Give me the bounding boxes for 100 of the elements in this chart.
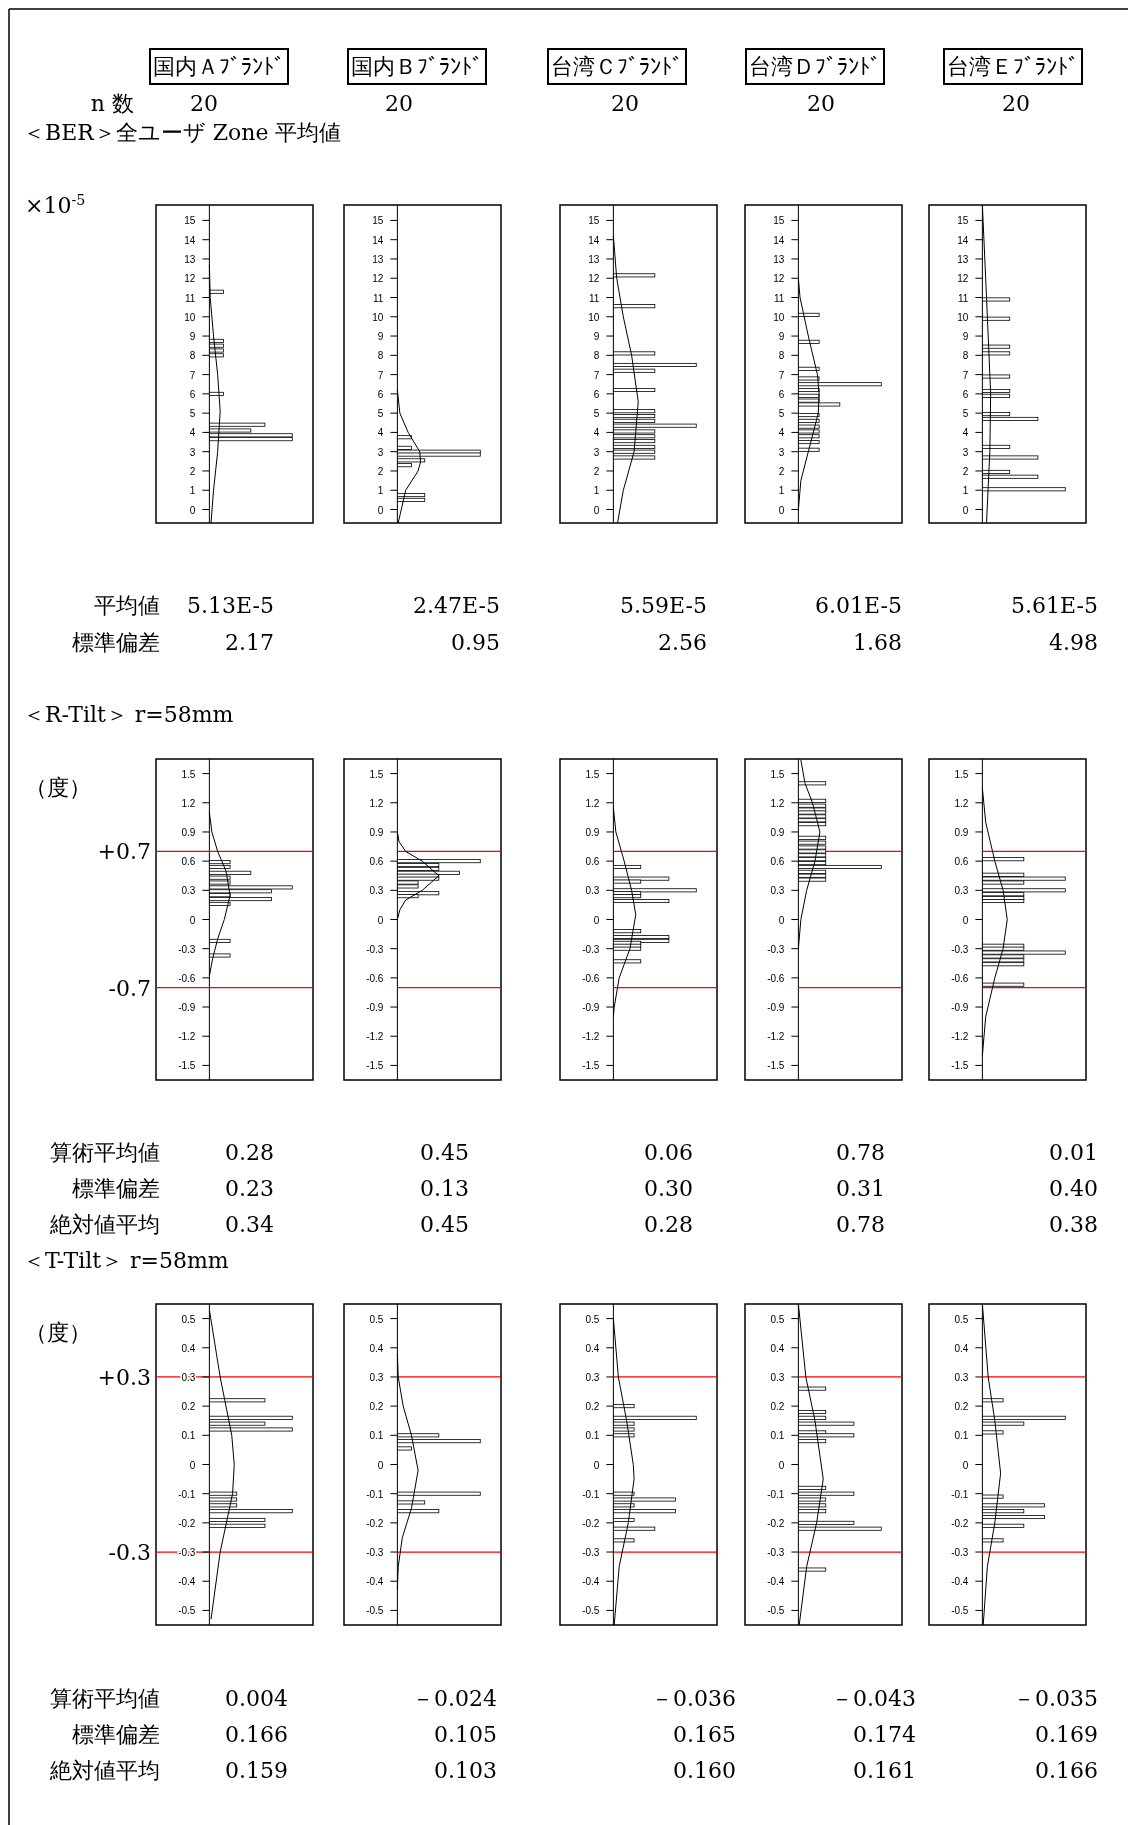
ytick: 11 — [589, 292, 600, 304]
ytick: 12 — [773, 273, 785, 285]
ytick: -0.6 — [951, 972, 969, 984]
text: 0.28 — [644, 1212, 693, 1237]
ytick: 0.6 — [369, 856, 384, 868]
ytick: -0.5 — [178, 1605, 196, 1617]
category-label: 算術平均値 — [50, 1686, 160, 1711]
ytick: 0.1 — [369, 1430, 384, 1442]
ytick: 4 — [593, 427, 600, 439]
text: 0.30 — [644, 1176, 693, 1201]
ytick: -0.6 — [767, 972, 785, 984]
ytick: 5 — [778, 408, 785, 420]
ytick: -1.5 — [767, 1060, 785, 1072]
ytick: 0.5 — [181, 1313, 196, 1325]
ytick: -0.4 — [366, 1576, 384, 1588]
ytick: 0.4 — [954, 1342, 969, 1354]
ytick: 1 — [962, 485, 969, 497]
ytick: 8 — [189, 350, 196, 362]
ytick: 0.1 — [181, 1430, 196, 1442]
text: 0.004 — [225, 1686, 288, 1711]
ytick: 13 — [588, 253, 600, 265]
ytick: 0.9 — [181, 826, 196, 838]
text: 20 — [611, 91, 639, 116]
ytick: 0 — [593, 504, 600, 516]
ytick: 14 — [957, 234, 969, 246]
ytick: 0 — [593, 1459, 600, 1471]
ytick: 6 — [962, 388, 969, 400]
ytick: 15 — [588, 215, 600, 227]
ytick: -0.3 — [178, 943, 196, 955]
ytick: -0.5 — [366, 1605, 384, 1617]
ytick: 15 — [184, 215, 196, 227]
ytick: 12 — [957, 273, 969, 285]
text: 0.23 — [225, 1176, 274, 1201]
ytick: 0.1 — [954, 1430, 969, 1442]
chart-title: ＜BER＞全ユーザ Zone 平均値 — [23, 120, 342, 145]
ytick: -0.9 — [951, 1002, 969, 1014]
ytick: 9 — [189, 331, 196, 343]
ytick: 14 — [184, 234, 196, 246]
text: 20 — [807, 91, 835, 116]
ytick: 2 — [189, 465, 196, 477]
ref-line-label: -0.7 — [108, 975, 151, 1001]
ytick: 7 — [189, 369, 196, 381]
ytick: 0.3 — [585, 1371, 600, 1383]
ytick: 0 — [189, 504, 196, 516]
ytick: -0.2 — [951, 1517, 969, 1529]
ytick: 0.4 — [181, 1342, 196, 1354]
ytick: -0.5 — [582, 1605, 600, 1617]
ytick: 0.9 — [954, 826, 969, 838]
ytick: 5 — [593, 408, 600, 420]
category-label: 標準偏差 — [72, 630, 160, 655]
ytick: -1.5 — [951, 1060, 969, 1072]
text: 6.01E-5 — [815, 593, 902, 618]
text: －0.024 — [412, 1686, 497, 1711]
ytick: 1.2 — [770, 797, 785, 809]
ytick: 4 — [377, 427, 384, 439]
text: 0.45 — [420, 1140, 469, 1165]
ytick: -0.9 — [767, 1002, 785, 1014]
ytick: 0.5 — [770, 1313, 785, 1325]
category-label: n 数 — [90, 91, 134, 116]
brand: 台湾Ｃﾌﾞﾗﾝﾄﾞ — [551, 54, 683, 79]
ytick: -0.3 — [767, 1547, 785, 1559]
ytick: -0.1 — [951, 1488, 969, 1500]
ytick: 0.3 — [369, 885, 384, 897]
text: 0.38 — [1049, 1212, 1098, 1237]
ytick: 10 — [773, 311, 785, 323]
ytick: 11 — [958, 292, 969, 304]
ytick: 3 — [189, 446, 196, 458]
ref-line-label: +0.7 — [97, 839, 151, 865]
ytick: -0.3 — [951, 1547, 969, 1559]
ytick: -0.4 — [582, 1576, 600, 1588]
ytick: -0.9 — [178, 1002, 196, 1014]
category-label: 算術平均値 — [50, 1140, 160, 1165]
category-label: 標準偏差 — [72, 1722, 160, 1747]
ytick: 8 — [593, 350, 600, 362]
text: 0.169 — [1035, 1722, 1098, 1747]
ytick: 0.3 — [954, 1371, 969, 1383]
ytick: -0.1 — [582, 1488, 600, 1500]
y-axis-title: ×10$^{-5}$ — [25, 192, 86, 218]
ytick: -0.3 — [366, 943, 384, 955]
ytick: 3 — [593, 446, 600, 458]
text: 0.13 — [420, 1176, 469, 1201]
brand: 台湾Ｅﾌﾞﾗﾝﾄﾞ — [947, 54, 1079, 79]
text: 0.166 — [1035, 1758, 1098, 1783]
ytick: 0.4 — [770, 1342, 785, 1354]
ytick: 0.2 — [369, 1401, 384, 1413]
ref-line-label: -0.3 — [108, 1540, 151, 1566]
text: 2.56 — [658, 630, 707, 655]
ytick: 14 — [773, 234, 785, 246]
ytick: 3 — [377, 446, 384, 458]
text: 0.161 — [853, 1758, 916, 1783]
ytick: 1.2 — [585, 797, 600, 809]
ytick: 0.1 — [585, 1430, 600, 1442]
ytick: 0 — [377, 1459, 384, 1471]
ytick: 0 — [778, 914, 785, 926]
text: 0.45 — [420, 1212, 469, 1237]
ytick: 5 — [962, 408, 969, 420]
ref-line-label: +0.3 — [97, 1364, 151, 1390]
ytick: 0 — [778, 504, 785, 516]
ytick: 2 — [593, 465, 600, 477]
ytick: -0.5 — [767, 1605, 785, 1617]
